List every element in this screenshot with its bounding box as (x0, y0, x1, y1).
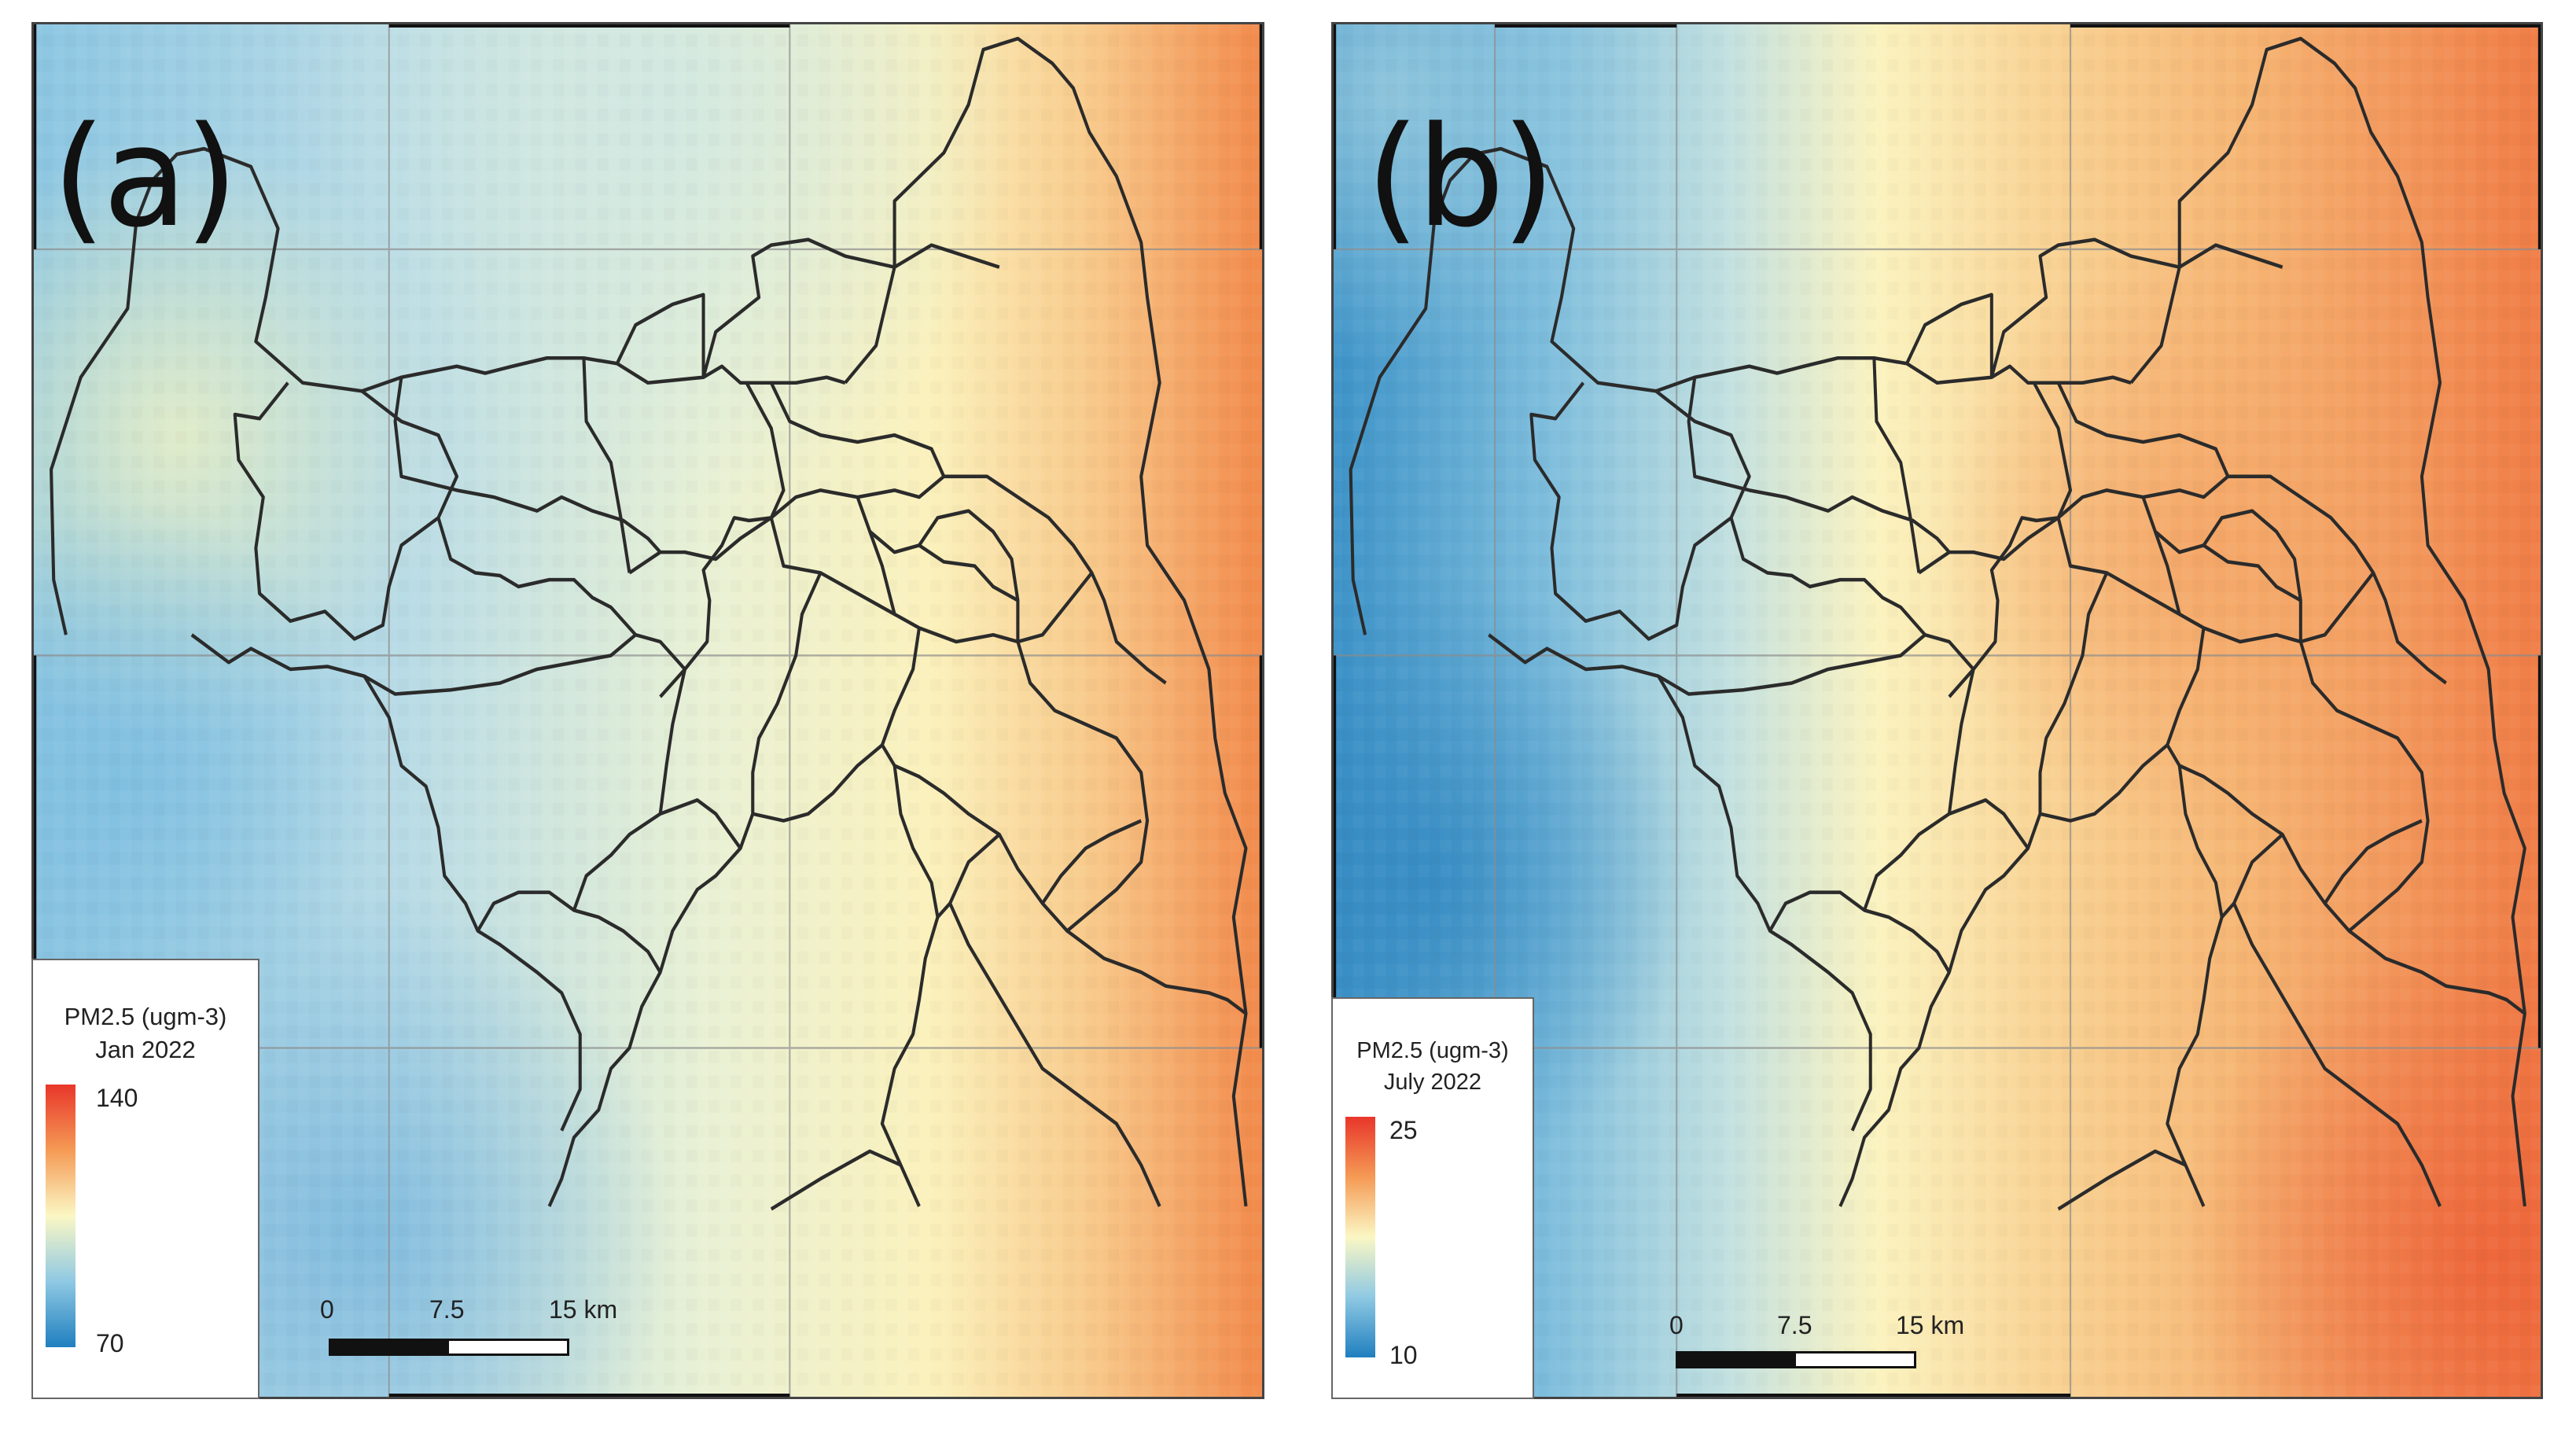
legend-title: PM2.5 (ugm-3) (64, 1003, 227, 1030)
legend-min-label: 70 (96, 1329, 124, 1357)
panel-label: (a) (52, 97, 238, 258)
scale-label-0: 0 (1669, 1311, 1684, 1339)
legend-min-label: 10 (1389, 1341, 1418, 1369)
panel-label: (b) (1366, 97, 1555, 258)
scale-label-end: 15 km (549, 1295, 618, 1324)
map-panel-a: (a) PM2.5 (ugm-3) Jan 2022 140 70 0 7.5 … (31, 22, 1264, 1399)
legend-title: PM2.5 (ugm-3) (1356, 1038, 1509, 1063)
map-panel-b: (b) PM2.5 (ugm-3) July 2022 25 10 0 7.5 … (1331, 22, 2543, 1399)
color-legend: PM2.5 (ugm-3) Jan 2022 140 70 (31, 959, 259, 1399)
scale-label-mid: 7.5 (1777, 1311, 1812, 1339)
legend-max-label: 140 (96, 1084, 138, 1112)
scale-label-0: 0 (320, 1295, 334, 1324)
north-arrow-icon (2416, 44, 2543, 1399)
color-legend: PM2.5 (ugm-3) July 2022 25 10 (1331, 997, 1534, 1399)
scale-bar (1676, 1351, 1916, 1368)
scale-label-mid: 7.5 (429, 1295, 465, 1324)
legend-max-label: 25 (1389, 1116, 1418, 1144)
scale-bar (329, 1339, 569, 1356)
legend-period: July 2022 (1383, 1070, 1482, 1095)
scale-label-end: 15 km (1896, 1311, 1965, 1339)
color-ramp (1345, 1117, 1375, 1357)
color-ramp (46, 1085, 75, 1347)
legend-period: Jan 2022 (95, 1036, 196, 1063)
north-arrow-icon (1141, 57, 1264, 1399)
